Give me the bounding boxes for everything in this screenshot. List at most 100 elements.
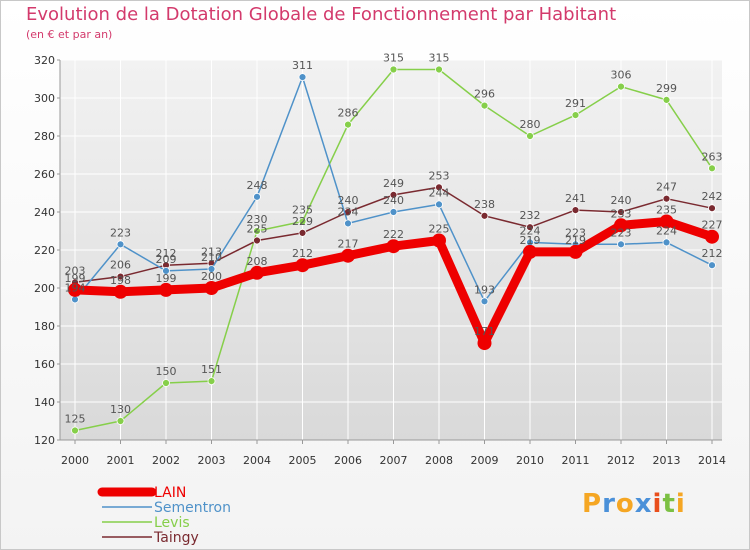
data-label-sementron: 244 (429, 186, 450, 199)
data-point-sementron (253, 192, 261, 201)
data-label-lain: 212 (292, 247, 313, 260)
data-point-taingy (298, 228, 307, 237)
data-point-levis (617, 82, 625, 91)
data-point-levis (116, 417, 125, 425)
y-tick-label: 260 (34, 168, 55, 181)
data-point-taingy (389, 190, 398, 199)
logo-letter: o (615, 489, 635, 519)
data-point-taingy (526, 223, 534, 232)
data-point-lain (295, 258, 310, 273)
data-label-levis: 235 (292, 204, 313, 217)
legend-label-lain: LAIN (154, 485, 186, 501)
data-label-lain: 208 (247, 255, 268, 268)
data-label-taingy: 203 (65, 264, 86, 277)
data-point-sementron (162, 266, 170, 275)
y-tick-label: 280 (34, 130, 55, 143)
data-label-lain: 198 (110, 274, 131, 287)
data-label-lain: 199 (156, 272, 177, 285)
data-label-sementron: 223 (611, 226, 632, 239)
data-point-lain (477, 336, 492, 351)
data-label-taingy: 249 (383, 177, 404, 190)
data-point-levis (389, 65, 398, 74)
legend-label-taingy: Taingy (153, 530, 199, 546)
data-point-lain (250, 265, 264, 280)
data-point-sementron (389, 208, 398, 216)
data-label-levis: 315 (383, 52, 404, 65)
data-label-levis: 230 (247, 213, 268, 226)
data-point-sementron (207, 265, 216, 273)
data-point-levis (298, 217, 307, 226)
data-label-sementron: 234 (338, 205, 359, 218)
data-point-levis (526, 132, 534, 140)
data-label-taingy: 225 (247, 223, 268, 236)
data-label-lain: 225 (429, 223, 450, 236)
data-point-taingy (480, 211, 489, 220)
data-label-lain: 219 (565, 234, 586, 247)
data-point-taingy (435, 183, 443, 192)
data-label-sementron: 224 (656, 224, 677, 237)
data-label-taingy: 232 (520, 209, 541, 222)
y-tick-label: 140 (34, 396, 55, 409)
data-label-lain: 199 (65, 272, 86, 285)
data-point-levis (162, 379, 170, 387)
data-label-taingy: 238 (474, 198, 495, 211)
data-point-levis (571, 111, 580, 119)
logo-letter: i (652, 489, 663, 519)
data-label-sementron: 248 (247, 179, 268, 192)
data-label-lain: 219 (520, 234, 541, 247)
data-label-levis: 150 (156, 365, 177, 378)
data-point-lain (614, 218, 628, 233)
data-point-sementron (344, 219, 352, 228)
logo-letter: t (662, 489, 676, 519)
data-point-lain (568, 244, 583, 259)
data-label-taingy: 253 (429, 169, 450, 182)
x-tick-label: 2007 (380, 454, 408, 467)
data-label-sementron: 240 (383, 194, 404, 207)
logo-letter: P (582, 489, 603, 519)
data-point-sementron (435, 200, 443, 209)
data-point-lain (659, 214, 674, 229)
data-point-levis (662, 96, 671, 104)
logo-letter: i (675, 489, 686, 519)
logo-letter: r (602, 489, 616, 519)
data-point-levis (71, 426, 79, 435)
data-point-lain (523, 244, 537, 259)
data-point-lain (113, 284, 128, 299)
data-label-taingy: 229 (292, 215, 313, 228)
data-label-taingy: 247 (656, 181, 677, 194)
data-label-taingy: 213 (201, 245, 222, 258)
data-label-lain: 235 (656, 204, 677, 217)
data-label-lain: 222 (383, 228, 404, 241)
y-tick-label: 240 (34, 206, 55, 219)
chart-title: Evolution de la Dotation Globale de Fonc… (26, 4, 617, 25)
data-label-levis: 299 (656, 82, 677, 95)
data-label-levis: 263 (702, 150, 723, 163)
data-label-sementron: 209 (156, 253, 177, 266)
data-label-sementron: 311 (292, 59, 313, 72)
data-point-sementron (298, 73, 307, 81)
data-label-levis: 125 (65, 413, 86, 426)
data-label-taingy: 206 (110, 259, 131, 272)
data-label-lain: 200 (201, 270, 222, 283)
data-label-sementron: 224 (520, 224, 541, 237)
data-label-levis: 291 (565, 97, 586, 110)
data-label-taingy: 212 (156, 247, 177, 260)
x-tick-label: 2004 (243, 454, 271, 467)
legend-label-sementron: Sementron (154, 500, 231, 516)
data-point-sementron (480, 297, 489, 306)
data-point-lain (68, 282, 82, 297)
data-point-taingy (571, 206, 580, 215)
data-label-levis: 280 (520, 118, 541, 131)
x-tick-label: 2011 (562, 454, 590, 467)
data-label-levis: 286 (338, 107, 359, 120)
data-point-sementron (71, 295, 79, 304)
data-label-levis: 296 (474, 88, 495, 101)
data-point-taingy (253, 236, 261, 245)
x-tick-label: 2005 (289, 454, 317, 467)
data-point-levis (253, 227, 261, 235)
x-tick-label: 2008 (425, 454, 453, 467)
y-tick-label: 220 (34, 244, 55, 257)
data-label-lain: 217 (338, 238, 359, 251)
x-tick-label: 2000 (61, 454, 89, 467)
x-tick-label: 2002 (152, 454, 180, 467)
